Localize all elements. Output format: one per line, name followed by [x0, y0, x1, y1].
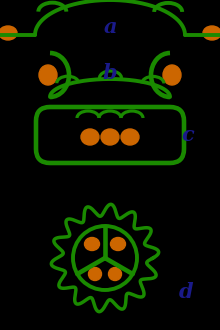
Ellipse shape [88, 268, 101, 280]
Ellipse shape [121, 129, 139, 145]
Ellipse shape [203, 26, 220, 40]
Text: d: d [179, 282, 193, 302]
Ellipse shape [101, 129, 119, 145]
Text: a: a [103, 17, 117, 37]
Ellipse shape [81, 129, 99, 145]
Ellipse shape [108, 268, 121, 280]
Ellipse shape [110, 238, 125, 250]
Ellipse shape [84, 238, 99, 250]
Ellipse shape [163, 65, 181, 85]
Text: b: b [103, 63, 117, 83]
Ellipse shape [39, 65, 57, 85]
Text: c: c [182, 125, 194, 145]
Ellipse shape [0, 26, 17, 40]
